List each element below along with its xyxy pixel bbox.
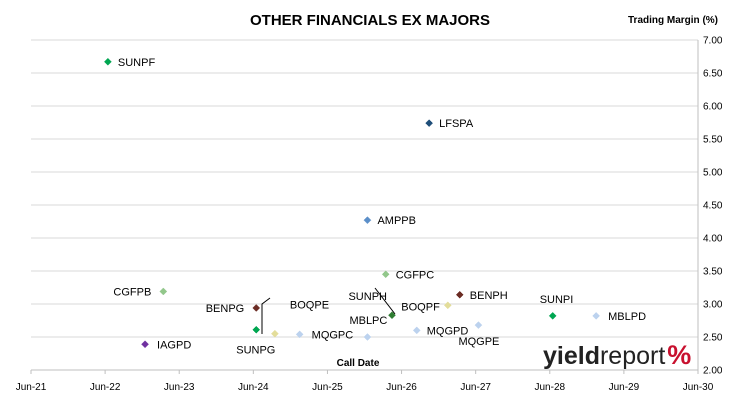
leader-sunph [374,287,396,315]
y-axis-label: Trading Margin (%) [628,15,718,26]
point-boqpf [443,301,452,310]
x-tick-label: Jun-26 [386,382,417,393]
label-mqgpd: MQGPD [427,325,469,337]
label-boqpf: BOQPF [401,301,440,313]
point-sunpi [548,312,557,320]
point-benpg [252,304,261,312]
x-tick-label: Jun-23 [164,382,195,393]
label-sunph: SUNPH [348,291,387,303]
y-tick-label: 4.50 [703,201,723,212]
point-lfspa [425,119,433,128]
point-amppb [363,216,372,225]
svg-text:yieldreport%: yieldreport% [543,340,691,370]
leader-lines [261,287,396,334]
x-tick-label: Jun-28 [534,382,565,393]
label-cgfpb: CGFPB [113,286,151,298]
x-tick-label: Jun-21 [16,382,47,393]
y-tick-label: 5.50 [703,135,723,146]
label-mblpd: MBLPD [608,311,646,323]
point-iagpd [141,340,149,349]
label-sunpf: SUNPF [118,57,156,69]
label-boqpe: BOQPE [290,300,329,312]
logo-text-yield: yield [543,342,600,370]
label-lfspa: LFSPA [439,118,474,130]
y-tick-label: 5.00 [703,168,723,179]
x-tick-label: Jun-29 [609,382,640,393]
point-labels: SUNPF LFSPA AMPPB CGFPC CGFPB BENPH BENPG BOQPF… [113,57,646,357]
y-tick-label: 2.00 [703,366,723,377]
label-mblpc: MBLPC [349,315,387,327]
y-tick-label: 4.00 [703,234,723,245]
label-benpg: BENPG [206,303,245,315]
point-sunpg [252,325,261,334]
label-sunpi: SUNPI [540,294,574,306]
point-benph [455,290,464,299]
x-tick-labels: Jun-21 Jun-22 Jun-23 Jun-24 Jun-25 Jun-26 Jun-… [16,382,714,393]
logo-percent-sign: % [667,340,691,370]
logo-text-report: report [600,342,665,370]
point-sunph [388,311,396,320]
label-iagpd: IAGPD [157,339,191,351]
leader-boqpe [261,297,271,334]
point-boqpe [271,329,279,338]
x-tick-label: Jun-24 [238,382,269,393]
gridlines [31,39,698,338]
x-axis-label: Call Date [337,358,380,369]
label-benph: BENPH [470,290,508,302]
point-cgfpc [381,270,390,279]
point-mblpd [592,312,600,320]
point-mqgpd [412,326,421,335]
y-tick-label: 6.00 [703,102,723,113]
x-tick-label: Jun-22 [90,382,121,393]
y-tick-label: 3.00 [703,300,723,311]
label-amppb: AMPPB [377,215,416,227]
axes [30,40,699,374]
y-tick-labels: 2.00 2.50 3.00 3.50 4.00 4.50 5.00 5.50 6.00 6.50… [703,36,723,377]
point-mqgpe [474,321,483,329]
y-tick-label: 6.50 [703,69,723,80]
x-tick-label: Jun-27 [460,382,491,393]
point-mqgpc [295,330,304,339]
x-tick-label: Jun-25 [312,382,343,393]
label-mqgpc: MQGPC [312,329,354,341]
y-tick-label: 2.50 [703,333,723,344]
label-cgfpc: CGFPC [396,269,435,281]
label-mqgpe: MQGPE [458,336,499,348]
point-cgfpb [159,287,168,296]
point-sunpf [104,57,112,66]
yieldreport-logo: yieldreport% [543,340,691,370]
point-mblpc [363,333,372,341]
x-tick-label: Jun-30 [683,382,714,393]
label-sunpg: SUNPG [236,345,275,357]
y-tick-label: 7.00 [703,36,723,47]
chart-title: OTHER FINANCIALS EX MAJORS [250,12,490,29]
data-points [104,57,600,349]
y-tick-label: 3.50 [703,267,723,278]
